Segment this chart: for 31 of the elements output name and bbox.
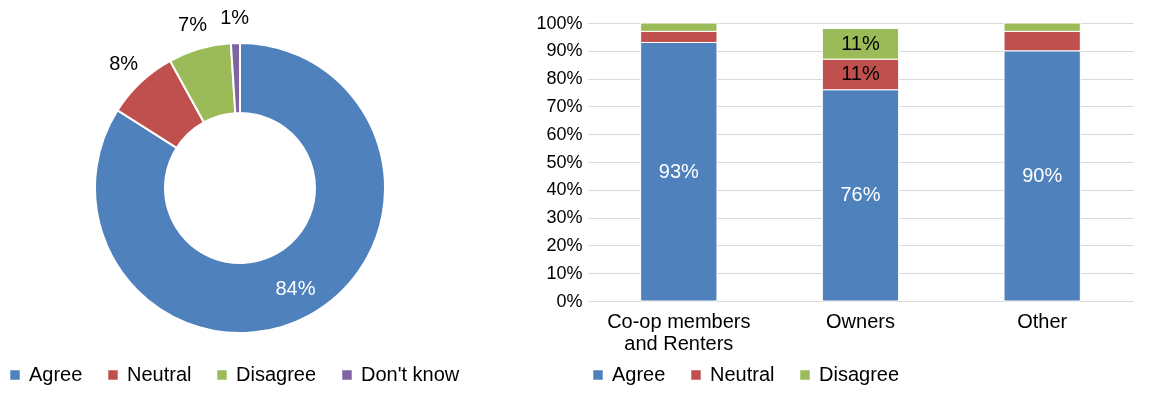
data-label: 7% [178,12,208,35]
data-label: 8% [109,52,139,75]
legend-label: Neutral [710,363,775,385]
y-tick-label: 50% [546,151,583,172]
data-label: 90% [1022,163,1063,186]
y-tick-label: 20% [546,234,583,255]
legend-label: Agree [29,363,83,385]
y-tick-label: 80% [546,68,583,89]
y-tick-label: 70% [546,95,583,116]
y-tick-label: 30% [546,207,583,228]
donut-slice [94,42,386,334]
y-tick-label: 10% [546,262,583,283]
legend-label: Don't know [361,363,460,385]
data-label: 11% [841,31,880,54]
x-tick-label: Owners [826,309,895,332]
data-label: 1% [220,6,250,29]
x-tick-label: Co-op members and Renters [607,309,751,354]
x-tick-label: Other [1017,309,1068,332]
legend-label: Agree [612,363,666,385]
data-label: 84% [275,276,316,299]
y-tick-label: 90% [546,40,583,61]
data-label: 11% [841,62,880,85]
legend-label: Neutral [127,363,192,385]
data-label: 93% [658,159,700,182]
y-tick-label: 0% [556,290,583,311]
y-tick-label: 40% [546,179,583,200]
legend-label: Disagree [236,363,317,385]
y-tick-label: 100% [536,12,583,33]
legend-label: Disagree [819,363,900,385]
data-label: 76% [840,183,881,206]
y-tick-label: 60% [546,123,583,144]
